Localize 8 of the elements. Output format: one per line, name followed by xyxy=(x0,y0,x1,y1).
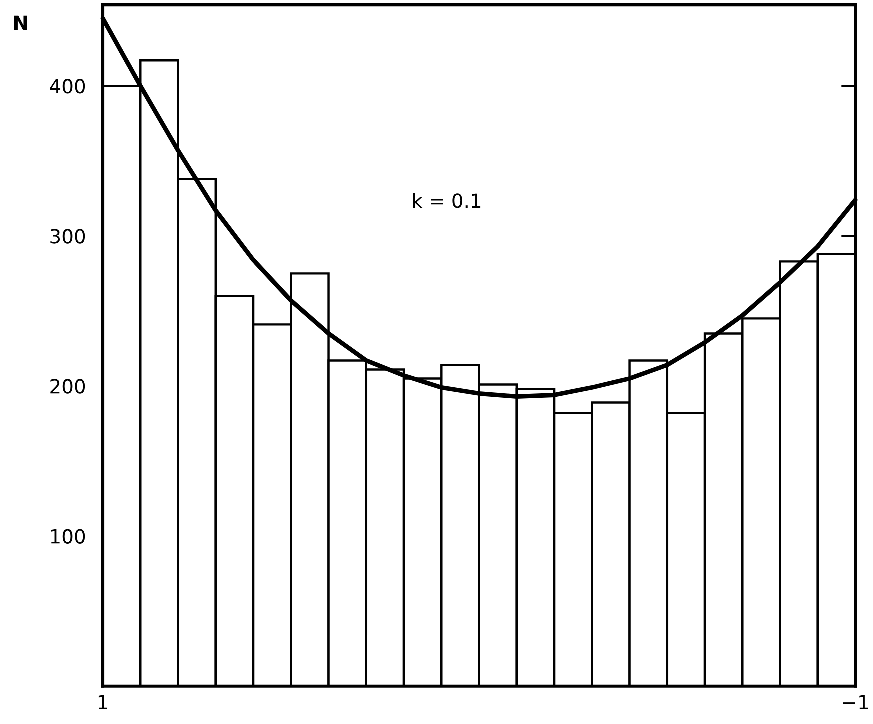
x-tick-label: −1 xyxy=(843,695,868,710)
annotation: k = 0.1 xyxy=(413,193,481,208)
y-tick-label: 300 xyxy=(50,229,86,244)
x-tick-label: 1 xyxy=(98,695,108,710)
y-tick-label: 100 xyxy=(51,529,86,544)
y-tick-label: 400 xyxy=(50,79,86,94)
y-tick-label: 200 xyxy=(50,379,86,394)
y-axis-title: N xyxy=(14,16,28,30)
